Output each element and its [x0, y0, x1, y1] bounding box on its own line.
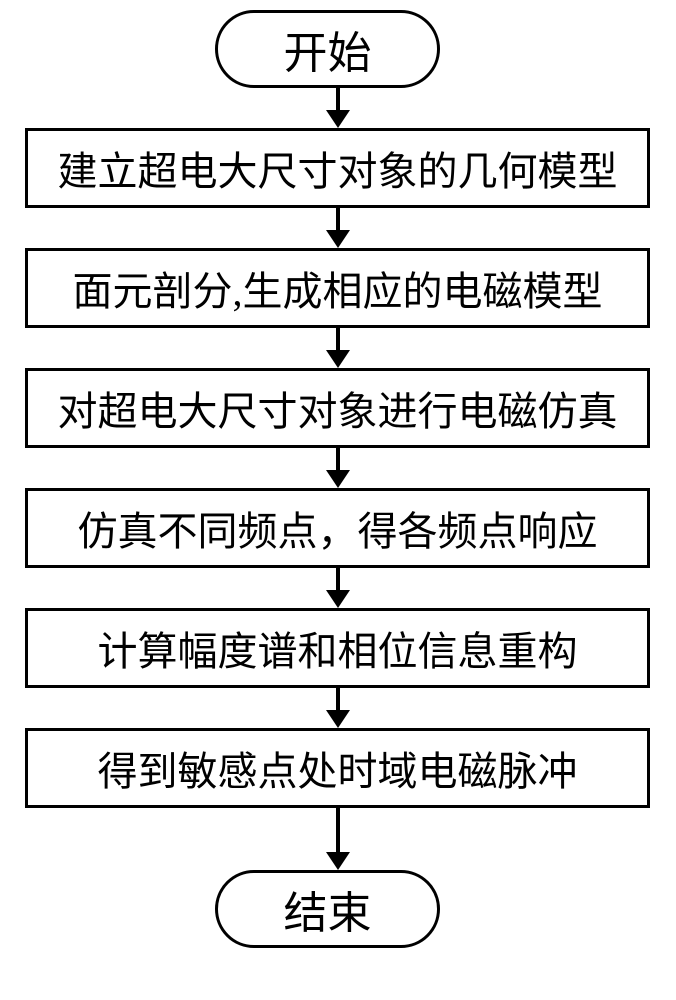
edge-start-step1 [326, 88, 350, 128]
edge-step3-step4 [326, 448, 350, 488]
edge-step5-step6 [326, 688, 350, 728]
process-step6-label: 得到敏感点处时域电磁脉冲 [98, 739, 578, 797]
process-step6: 得到敏感点处时域电磁脉冲 [25, 728, 650, 808]
terminator-start-label: 开始 [284, 17, 372, 81]
edge-step1-step2 [326, 208, 350, 248]
process-step5-label: 计算幅度谱和相位信息重构 [98, 619, 578, 677]
edge-step6-end [326, 808, 350, 870]
process-step4-label: 仿真不同频点，得各频点响应 [78, 499, 598, 557]
process-step4: 仿真不同频点，得各频点响应 [25, 488, 650, 568]
process-step3: 对超电大尺寸对象进行电磁仿真 [25, 368, 650, 448]
terminator-end: 结束 [215, 870, 440, 948]
process-step3-label: 对超电大尺寸对象进行电磁仿真 [58, 379, 618, 437]
process-step1-label: 建立超电大尺寸对象的几何模型 [58, 139, 618, 197]
process-step1: 建立超电大尺寸对象的几何模型 [25, 128, 650, 208]
process-step2-label: 面元剖分,生成相应的电磁模型 [73, 259, 603, 317]
terminator-start: 开始 [215, 10, 440, 88]
flowchart-container: 开始 建立超电大尺寸对象的几何模型 面元剖分,生成相应的电磁模型 对超电大尺寸对… [0, 0, 676, 1000]
terminator-end-label: 结束 [284, 877, 372, 941]
process-step2: 面元剖分,生成相应的电磁模型 [25, 248, 650, 328]
edge-step2-step3 [326, 328, 350, 368]
process-step5: 计算幅度谱和相位信息重构 [25, 608, 650, 688]
edge-step4-step5 [326, 568, 350, 608]
